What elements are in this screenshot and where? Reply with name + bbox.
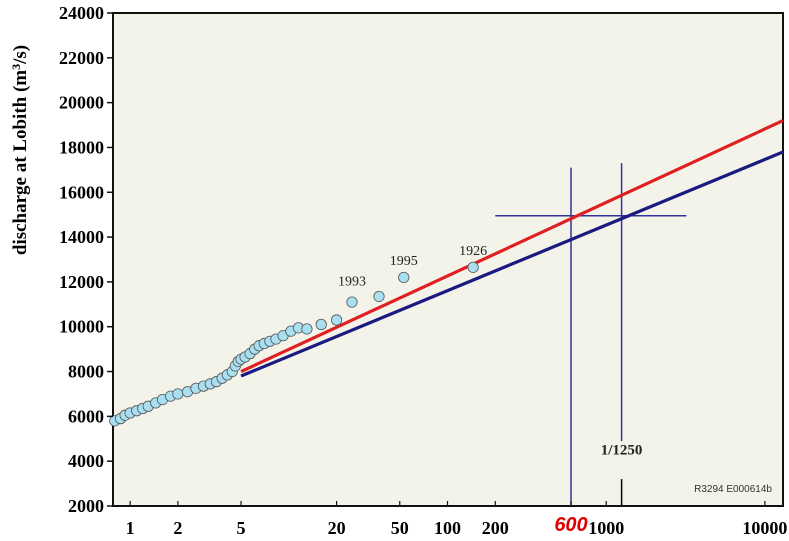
data-point — [467, 261, 479, 273]
y-tick-label: 4000 — [68, 451, 104, 471]
x-tick-label: 50 — [391, 518, 409, 538]
x-tick-label-highlight: 600 — [554, 514, 587, 536]
x-tick-label: 100 — [434, 518, 461, 538]
y-axis: 2000 4000 6000 8000 10000 12000 14000 16000 1800… — [59, 3, 113, 516]
x-tick-label: 20 — [328, 518, 346, 538]
fit-line-red — [240, 119, 784, 373]
fit-line-blue — [240, 150, 784, 378]
annotation-label: 1926 — [459, 244, 487, 259]
data-point — [301, 323, 313, 335]
x-tick-label: 10000 — [742, 518, 787, 538]
plot-area — [112, 12, 784, 507]
y-tick-label: 14000 — [59, 227, 104, 247]
y-tick-label: 6000 — [68, 406, 104, 426]
y-tick-label: 10000 — [59, 317, 104, 337]
y-tick-label: 18000 — [59, 137, 104, 157]
data-point — [373, 290, 385, 303]
y-tick-label: 8000 — [68, 362, 104, 382]
reference-lines — [495, 163, 687, 506]
x-tick-label: 200 — [482, 518, 509, 538]
figure-code-label: R3294 E000614b — [694, 484, 772, 495]
y-tick-label: 16000 — [59, 182, 104, 202]
y-tick-label: 12000 — [59, 272, 104, 292]
y-tick-label: 22000 — [59, 48, 104, 68]
annotations: 1993 1995 1926 1/1250 — [338, 244, 642, 458]
annotation-label: 1/1250 — [601, 442, 643, 458]
annotation-label: 1993 — [338, 274, 366, 289]
x-tick-label: 2 — [173, 518, 182, 538]
data-point — [398, 271, 410, 284]
data-point — [330, 314, 343, 326]
y-tick-label: 24000 — [59, 3, 104, 23]
fit-lines — [240, 119, 784, 378]
data-point — [346, 296, 358, 308]
y-axis-label: discharge at Lobith (m3/s) — [9, 45, 31, 255]
x-tick-label: 1 — [126, 518, 135, 538]
annotation-label: 1995 — [390, 254, 418, 269]
data-point — [315, 318, 327, 331]
x-tick-label: 1000 — [588, 518, 624, 538]
x-axis: 1 2 5 20 50 100 200 600 1000 10000 — [126, 501, 787, 538]
data-points — [109, 261, 479, 427]
data-point — [172, 388, 184, 400]
x-tick-label: 5 — [237, 518, 246, 538]
y-tick-label: 20000 — [59, 93, 104, 113]
y-tick-label: 2000 — [68, 496, 104, 516]
